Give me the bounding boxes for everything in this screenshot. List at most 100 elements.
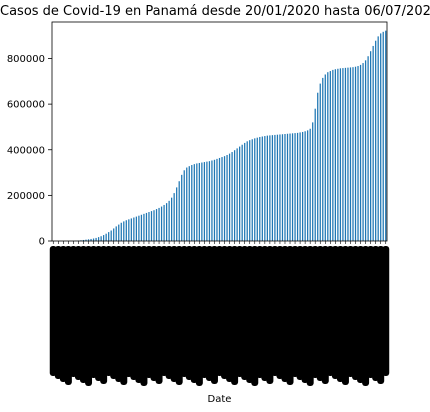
bar: [208, 161, 211, 241]
bars-group: [72, 30, 387, 242]
bar: [143, 213, 145, 241]
bar: [307, 130, 309, 241]
bar: [203, 162, 206, 241]
bar: [148, 212, 150, 241]
bar: [271, 135, 274, 241]
bar: [309, 128, 311, 241]
y-tick-label: 600000: [7, 100, 45, 111]
bar: [375, 40, 377, 242]
bar: [296, 132, 299, 241]
bar: [281, 134, 284, 241]
bar: [347, 67, 349, 242]
bar: [171, 197, 173, 241]
bar: [130, 218, 132, 241]
bar: [291, 133, 294, 241]
bar: [186, 167, 188, 241]
bar: [327, 72, 329, 241]
bar: [382, 31, 384, 242]
bar: [140, 214, 143, 241]
x-tick-labels: [49, 241, 390, 386]
bar: [138, 215, 140, 241]
bar: [259, 136, 261, 241]
bar: [286, 133, 289, 241]
bar: [115, 226, 117, 241]
bar: [279, 134, 281, 241]
bar: [193, 164, 195, 241]
bar: [155, 209, 158, 241]
bar: [254, 138, 256, 241]
bar: [198, 162, 200, 241]
bar: [364, 60, 367, 241]
y-tick-label: 800000: [7, 54, 45, 65]
x-axis-label: Date: [207, 394, 232, 405]
bar: [317, 92, 319, 241]
bar: [367, 56, 369, 241]
bar: [244, 142, 246, 241]
bar: [123, 221, 125, 241]
bar: [150, 211, 153, 241]
bar: [201, 162, 203, 241]
bar: [324, 74, 326, 241]
bar: [377, 36, 379, 242]
bar: [92, 238, 95, 241]
bar: [87, 239, 90, 241]
bar: [221, 157, 223, 241]
bar: [163, 204, 165, 241]
bar: [385, 30, 387, 242]
bar: [274, 134, 276, 241]
bar: [135, 216, 138, 241]
bar: [344, 67, 347, 241]
bar: [241, 144, 243, 241]
bar: [329, 71, 331, 241]
bar: [168, 200, 170, 241]
bar: [188, 166, 190, 241]
bar: [95, 237, 97, 241]
bar: [337, 68, 339, 242]
bar: [251, 139, 253, 241]
bar: [100, 236, 102, 241]
y-tick-label: 200000: [7, 191, 45, 202]
bar: [256, 137, 258, 241]
bar: [352, 67, 354, 241]
bar: [125, 220, 127, 241]
bar: [233, 150, 236, 241]
bar: [322, 77, 324, 241]
bar: [332, 69, 334, 241]
bar: [372, 45, 374, 242]
chart-title: Casos de Covid-19 en Panamá desde 20/01/…: [0, 4, 430, 19]
bar: [183, 170, 185, 241]
y-tick-label: 0: [39, 237, 45, 248]
bar: [128, 219, 130, 241]
bar: [196, 163, 198, 241]
bar: [181, 174, 183, 241]
bar: [304, 131, 306, 241]
bar: [349, 67, 352, 242]
bar: [90, 238, 92, 241]
bar: [103, 235, 105, 241]
bar: [239, 146, 241, 241]
bar: [289, 133, 291, 241]
bar: [294, 133, 296, 241]
bar: [228, 153, 231, 241]
bar: [211, 160, 213, 241]
bar: [105, 233, 107, 241]
bar: [97, 237, 100, 241]
bar: [269, 135, 271, 241]
bar: [299, 132, 301, 241]
bar: [223, 156, 226, 241]
bar: [213, 159, 216, 241]
bar: [246, 141, 248, 241]
bar: [133, 217, 135, 241]
y-tick-label: 400000: [7, 145, 45, 156]
bar: [370, 51, 372, 242]
bar: [249, 140, 251, 241]
bar: [178, 181, 180, 241]
bar: [160, 206, 163, 241]
bar: [82, 239, 85, 241]
bar: [110, 230, 112, 241]
bar: [216, 158, 218, 242]
bar: [314, 108, 316, 241]
bar: [113, 228, 115, 241]
bar: [357, 66, 359, 241]
